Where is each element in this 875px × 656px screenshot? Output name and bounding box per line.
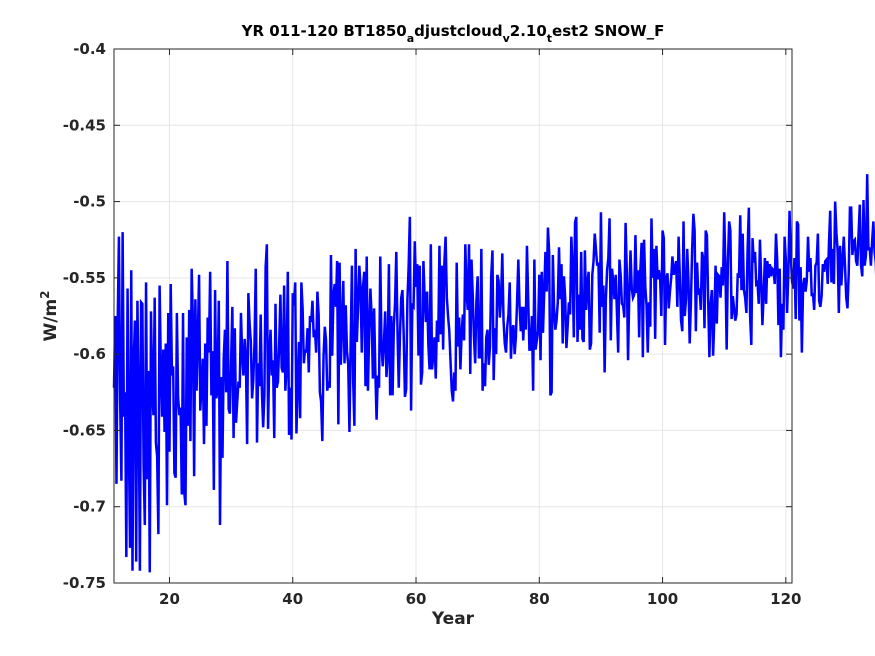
y-axis-ticks: -0.75 -0.7 -0.65 -0.6 -0.55 -0.5 -0.45 -0.4: [63, 40, 792, 592]
y-axis-label: W/m2: [38, 290, 61, 341]
series-line: [112, 174, 875, 573]
x-tick-label: 120: [770, 590, 801, 608]
chart-title-part: est2 SNOW_F: [552, 22, 664, 40]
x-tick-label: 80: [529, 590, 550, 608]
x-axis-label: Year: [431, 609, 475, 629]
chart-title-part: v: [503, 32, 511, 45]
chart-title-part: YR 011-120 BT1850: [241, 22, 407, 40]
chart-title-part: t: [547, 32, 552, 45]
y-axis-label-base: W/m: [41, 299, 61, 342]
y-tick-label: -0.65: [63, 421, 106, 439]
y-tick-label: -0.55: [63, 269, 106, 287]
y-tick-label: -0.5: [73, 193, 106, 211]
series-layer: [112, 174, 875, 573]
chart-title: YR 011-120 BT1850adjustcloudv2.10test2 S…: [241, 22, 665, 45]
y-tick-label: -0.7: [73, 498, 106, 516]
chart-title-part: a: [407, 32, 414, 45]
x-axis-ticks: 20 40 60 80 100 120: [159, 49, 801, 608]
x-tick-label: 60: [406, 590, 427, 608]
x-tick-label: 100: [647, 590, 678, 608]
plot-area-border: [113, 48, 793, 584]
y-tick-label: -0.6: [73, 345, 106, 363]
y-tick-label: -0.4: [73, 40, 106, 58]
x-tick-label: 40: [282, 590, 303, 608]
y-tick-label: -0.45: [63, 116, 106, 134]
y-axis-label-superscript: 2: [38, 290, 52, 298]
y-tick-label: -0.75: [63, 574, 106, 592]
chart-title-part: 2.10: [510, 22, 547, 40]
x-tick-label: 20: [159, 590, 180, 608]
chart-title-part: djustcloud: [414, 22, 502, 40]
